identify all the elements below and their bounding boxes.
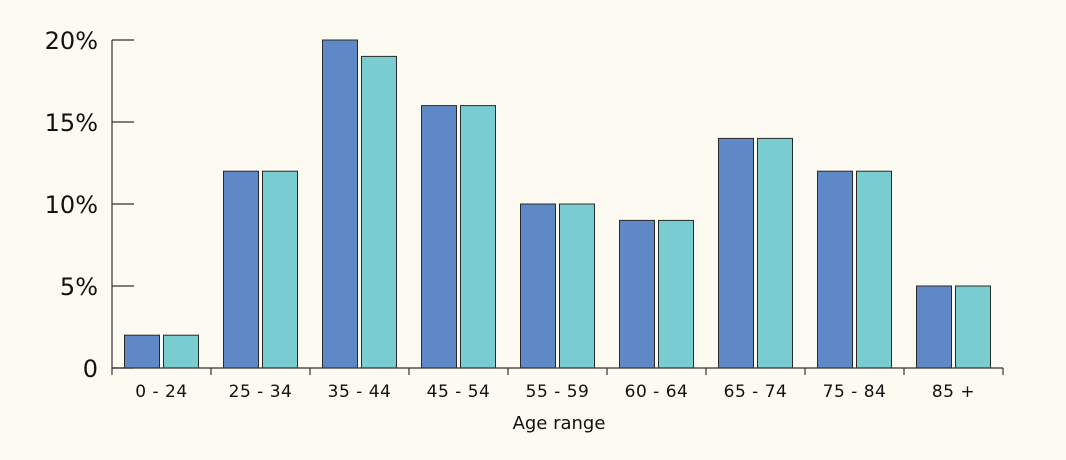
bar-series-1-0-24: [124, 334, 160, 369]
x-tick-label: 60 - 64: [625, 382, 689, 402]
y-axis: 0 5% 10% 15% 20%: [45, 27, 134, 383]
bar-series-2-35-44: [361, 55, 397, 369]
bar-series-1-65-74: [718, 137, 754, 369]
x-tick-label: 0 - 24: [135, 382, 187, 402]
bar-series-2-25-34: [262, 170, 298, 369]
x-tick-label: 35 - 44: [328, 382, 392, 402]
bar-series-1-45-54: [421, 105, 457, 369]
x-tick-label: 25 - 34: [229, 382, 293, 402]
y-tick-label: 5%: [60, 273, 98, 301]
y-tick-label: 10%: [45, 191, 98, 219]
x-tick-label: 45 - 54: [427, 382, 491, 402]
bar-series-1-60-64: [619, 219, 655, 369]
x-axis-label: Age range: [513, 413, 606, 434]
bars: [124, 39, 991, 369]
bar-series-2-65-74: [757, 137, 793, 369]
bar-series-2-60-64: [658, 219, 694, 369]
x-tick-label: 55 - 59: [526, 382, 590, 402]
bar-series-1-85: [916, 285, 952, 369]
x-axis: 0 - 24 25 - 34 35 - 44 45 - 54 55 - 59 60 - 6…: [111, 367, 1004, 402]
bar-series-2-55-59: [559, 203, 595, 369]
bar-series-2-45-54: [460, 105, 496, 369]
y-tick-label: 0: [83, 355, 98, 383]
bar-series-2-0-24: [163, 334, 199, 369]
bar-series-1-75-84: [817, 170, 853, 369]
y-tick-label: 20%: [45, 27, 98, 55]
x-tick-label: 75 - 84: [823, 382, 887, 402]
bar-series-2-75-84: [856, 170, 892, 369]
y-tick-label: 15%: [45, 109, 98, 137]
x-tick-label: 65 - 74: [724, 382, 788, 402]
bar-series-1-25-34: [223, 170, 259, 369]
bar-series-2-85: [955, 285, 991, 369]
x-tick-label: 85 +: [932, 382, 975, 402]
bar-series-1-35-44: [322, 39, 358, 369]
bar-series-1-55-59: [520, 203, 556, 369]
